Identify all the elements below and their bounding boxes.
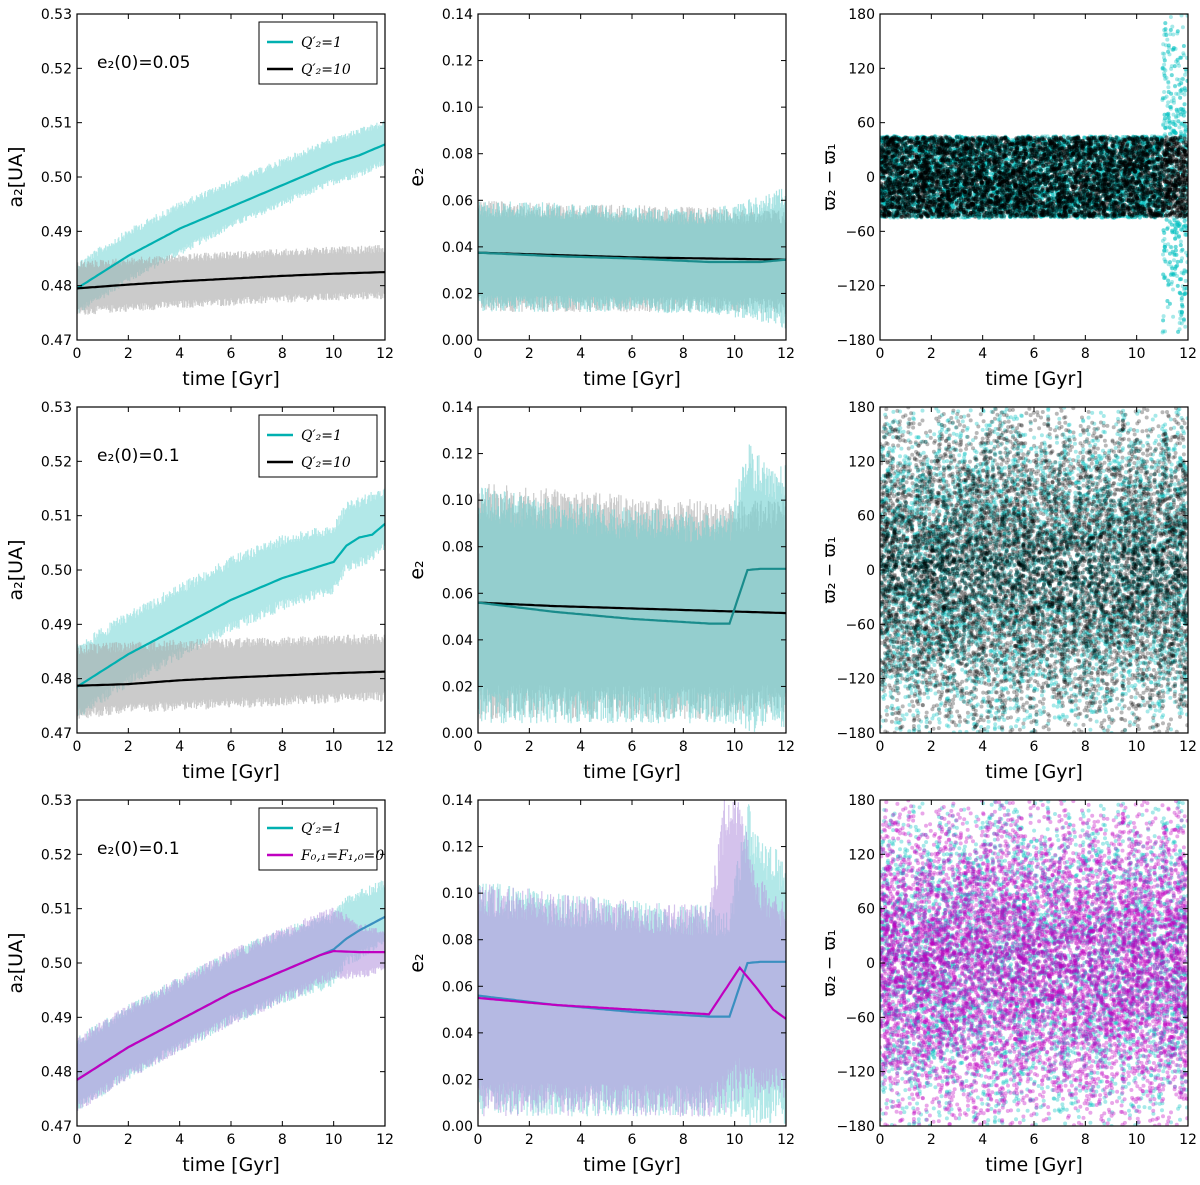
legend: Q′₂=1 Q′₂=10 bbox=[259, 22, 377, 84]
y-tick-label: 0.48 bbox=[41, 279, 72, 295]
scatter-point bbox=[1172, 98, 1176, 102]
scatter-point bbox=[1161, 122, 1165, 126]
x-tick-label: 2 bbox=[124, 346, 133, 362]
scatter-point bbox=[1169, 67, 1173, 71]
y-tick-label: 0.12 bbox=[442, 54, 473, 70]
scatter-point bbox=[1171, 315, 1175, 319]
legend-label: Q′₂=1 bbox=[301, 35, 342, 51]
panel-annotation: e₂(0)=0.05 bbox=[97, 53, 190, 73]
x-tick-label: 12 bbox=[777, 346, 795, 362]
scatter-point bbox=[1168, 32, 1172, 36]
y-tick-label: 0.14 bbox=[442, 7, 473, 23]
plot-area bbox=[878, 14, 1190, 335]
x-tick-label: 10 bbox=[325, 346, 343, 362]
y-tick-label: 0.00 bbox=[442, 333, 473, 349]
scatter-point bbox=[1184, 279, 1188, 283]
scatter-point bbox=[1162, 90, 1166, 94]
scatter-point bbox=[1161, 239, 1165, 243]
y-tick-label: 0.53 bbox=[41, 7, 72, 23]
x-axis-label: time [Gyr] bbox=[583, 368, 681, 390]
y-tick-label: 0.52 bbox=[41, 61, 72, 77]
x-tick-label: 4 bbox=[175, 346, 184, 362]
x-tick-label: 0 bbox=[474, 346, 483, 362]
scatter-point bbox=[1166, 85, 1170, 89]
x-axis-label: time [Gyr] bbox=[182, 368, 280, 390]
plot-area bbox=[478, 189, 786, 329]
x-tick-label: 2 bbox=[525, 346, 534, 362]
legend-label: Q′₂=10 bbox=[301, 62, 351, 78]
y-tick-label: 0.49 bbox=[41, 224, 72, 240]
y-axis-label: e₂ bbox=[406, 167, 428, 186]
y-tick-label: 0.51 bbox=[41, 116, 72, 132]
y-tick-label: 0.08 bbox=[442, 147, 473, 163]
x-tick-label: 6 bbox=[628, 346, 637, 362]
y-tick-label: 0.50 bbox=[41, 170, 72, 186]
plot-area bbox=[77, 121, 385, 315]
scatter-point bbox=[1181, 284, 1185, 288]
panel-r1c2: 0 2 4 6 8 10 12 0.00 0.02 0.04 0.06 0.08 0.10 0.12 0.1… bbox=[406, 7, 795, 390]
y-tick-label: 0.04 bbox=[442, 240, 473, 256]
scatter-point bbox=[1179, 240, 1183, 244]
scatter-point bbox=[1176, 92, 1180, 96]
x-tick-label: 6 bbox=[227, 346, 236, 362]
y-tick-label: 0.10 bbox=[442, 100, 473, 116]
x-tick-label: 8 bbox=[679, 346, 688, 362]
x-tick-label: 4 bbox=[576, 346, 585, 362]
x-tick-label: 12 bbox=[376, 346, 394, 362]
x-tick-label: 0 bbox=[73, 346, 82, 362]
x-tick-label: 8 bbox=[278, 346, 287, 362]
scatter-point bbox=[1166, 100, 1170, 104]
y-axis-label: a₂[UA] bbox=[5, 147, 27, 208]
y-tick-label: 0.47 bbox=[41, 333, 72, 349]
panel-r1c1: 0 2 4 6 8 10 12 0.47 0.48 0.49 0.50 0.51 0.52 0.53 tim… bbox=[5, 7, 394, 390]
scatter-point bbox=[1162, 314, 1166, 318]
x-tick-label: 10 bbox=[726, 346, 744, 362]
scatter-point bbox=[1166, 305, 1170, 309]
y-tick-label: 0.02 bbox=[442, 286, 473, 302]
scatter-point bbox=[1161, 253, 1165, 257]
y-tick-label: 0.06 bbox=[442, 193, 473, 209]
